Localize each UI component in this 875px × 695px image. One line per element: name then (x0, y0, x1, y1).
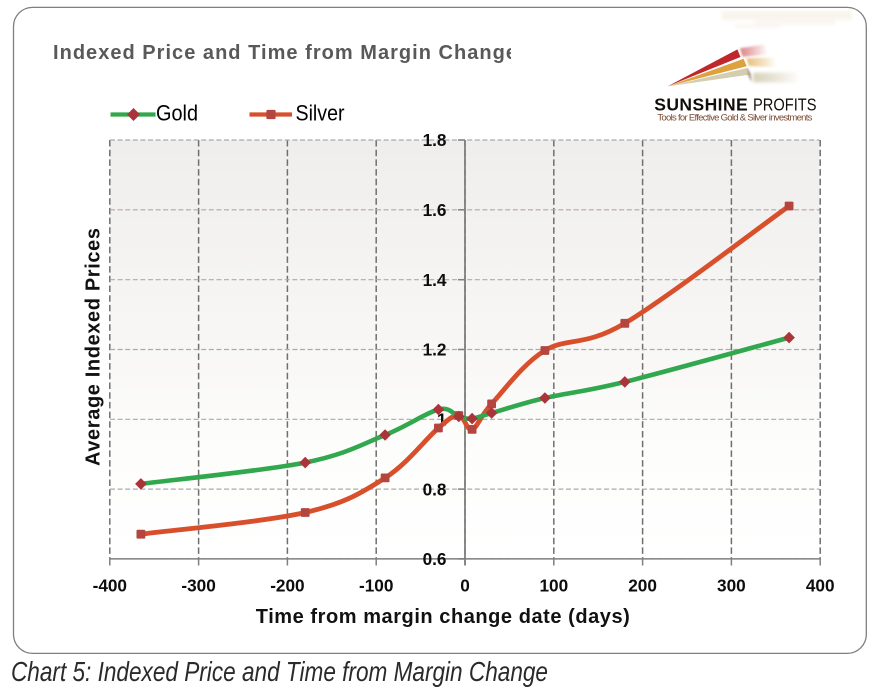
svg-text:-100: -100 (359, 576, 393, 596)
svg-text:1.4: 1.4 (423, 270, 447, 290)
svg-text:SUNSHINE: SUNSHINE (654, 95, 748, 115)
svg-text:1.8: 1.8 (423, 130, 447, 150)
svg-text:-200: -200 (270, 576, 304, 596)
svg-text:300: 300 (717, 576, 746, 596)
svg-text:Average Indexed Prices: Average Indexed Prices (83, 228, 105, 466)
svg-text:Chart 5: Indexed Price and Tim: Chart 5: Indexed Price and Time from Mar… (11, 656, 548, 687)
svg-text:Indexed Price and Time from Ma: Indexed Price and Time from Margin Chang… (53, 42, 517, 64)
svg-text:0.6: 0.6 (423, 549, 447, 569)
svg-text:-400: -400 (93, 576, 127, 596)
svg-text:0: 0 (460, 576, 470, 596)
svg-text:1.2: 1.2 (423, 340, 447, 360)
svg-text:Tools for Effective Gold & Sil: Tools for Effective Gold & Silver invest… (657, 112, 812, 123)
svg-text:400: 400 (806, 576, 835, 596)
svg-text:PROFITS: PROFITS (753, 95, 817, 115)
svg-text:Silver: Silver (296, 101, 345, 126)
svg-text:0.8: 0.8 (423, 479, 447, 499)
svg-text:Gold: Gold (156, 101, 198, 126)
svg-text:-300: -300 (181, 576, 215, 596)
svg-text:Time from margin change date (: Time from margin change date (days) (256, 606, 630, 628)
svg-text:100: 100 (539, 576, 568, 596)
svg-text:200: 200 (628, 576, 657, 596)
svg-text:1: 1 (437, 410, 447, 430)
svg-text:1.6: 1.6 (423, 200, 447, 220)
